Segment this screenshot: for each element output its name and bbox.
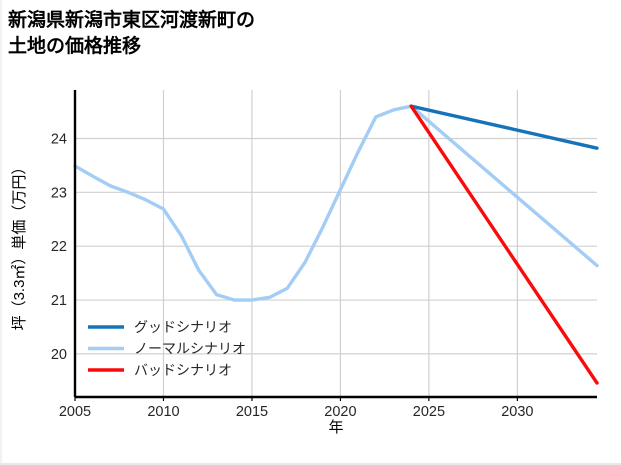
y-tick-label: 23 xyxy=(51,185,67,201)
gridlines-group xyxy=(75,90,597,397)
y-tick-label: 22 xyxy=(51,239,67,255)
x-axis-title: 年 xyxy=(328,419,343,436)
legend-label: グッドシナリオ xyxy=(134,319,232,335)
x-tick-label: 2025 xyxy=(413,404,445,420)
series-line xyxy=(73,104,599,302)
y-axis-title: 坪（3.3㎡）単価（万円） xyxy=(11,160,28,331)
x-tick-label: 2010 xyxy=(147,404,179,420)
series-line xyxy=(409,104,599,150)
series-lines-group xyxy=(73,104,599,385)
legend-label: ノーマルシナリオ xyxy=(134,341,246,357)
x-tick-labels-group: 2005 2010 2015 2020 2025 2030 xyxy=(59,397,534,420)
y-tick-labels-group: 20 21 22 23 24 xyxy=(51,131,67,362)
y-tick-label: 20 xyxy=(51,347,67,363)
y-tick-label: 21 xyxy=(51,293,67,309)
x-tick-label: 2015 xyxy=(236,404,268,420)
y-tick-label: 24 xyxy=(51,131,67,147)
x-tick-label: 2005 xyxy=(59,404,91,420)
axes-group xyxy=(73,90,597,399)
figure-bottom-border xyxy=(0,463,621,465)
series-line xyxy=(409,104,599,385)
chart-title: 新潟県新潟市東区河渡新町の 土地の価格推移 xyxy=(8,10,256,57)
x-tick-label: 2020 xyxy=(324,404,356,420)
x-tick-label: 2030 xyxy=(501,404,533,420)
figure-left-border xyxy=(0,0,2,465)
legend-label: バッドシナリオ xyxy=(134,362,232,378)
